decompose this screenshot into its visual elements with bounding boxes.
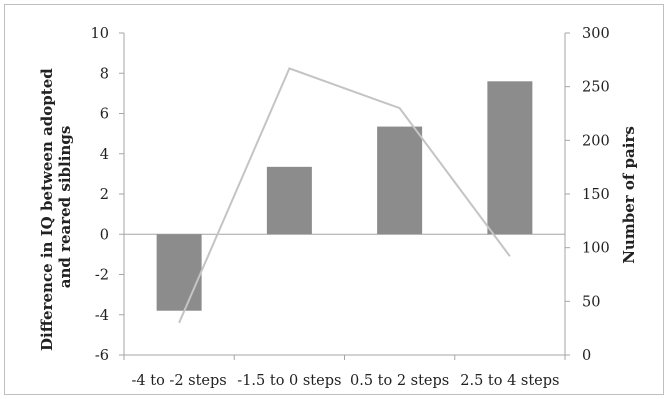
x-axis-ticks: -4 to -2 steps -1.5 to 0 steps 0.5 to 2 st… (123, 355, 566, 389)
right-axis-ticks: 300 250 200 150 100 50 0 (565, 26, 610, 364)
bar (377, 126, 423, 235)
left-axis-title: Difference in IQ between adopted and rea… (38, 63, 74, 351)
right-tick-label: 200 (582, 133, 610, 149)
bar (487, 81, 533, 235)
left-tick-label: -6 (95, 348, 109, 364)
chart-frame (4, 4, 664, 395)
right-tick-label: 250 (582, 80, 610, 96)
bar-series (156, 81, 533, 311)
pairs-line-series (178, 67, 511, 324)
left-axis-title-line-2: and reared siblings (56, 126, 74, 289)
x-category-label: 0.5 to 2 steps (350, 373, 449, 389)
x-category-label: -1.5 to 0 steps (237, 373, 341, 389)
bar (156, 234, 202, 311)
x-category-label: -4 to -2 steps (132, 373, 227, 389)
bar (266, 166, 312, 235)
right-axis-title: Number of pairs (620, 126, 638, 264)
left-tick-label: 0 (100, 227, 109, 243)
right-tick-label: 0 (582, 348, 591, 364)
left-axis-ticks: 10 8 6 4 2 0 -2 -4 -6 (91, 26, 124, 364)
x-category-label: 2.5 to 4 steps (460, 373, 559, 389)
pairs-line (178, 67, 511, 324)
right-tick-label: 50 (582, 294, 600, 310)
left-tick-label: -2 (95, 268, 109, 284)
left-tick-label: 8 (100, 66, 109, 82)
right-tick-label: 100 (582, 241, 610, 257)
right-tick-label: 300 (582, 26, 610, 42)
left-tick-label: 4 (100, 147, 109, 163)
left-tick-label: 6 (100, 107, 109, 123)
left-tick-label: 2 (100, 187, 109, 203)
left-axis-title-line-1: Difference in IQ between adopted (38, 68, 56, 351)
left-tick-label: -4 (95, 308, 109, 324)
right-tick-label: 150 (582, 187, 610, 203)
left-tick-label: 10 (91, 26, 109, 42)
